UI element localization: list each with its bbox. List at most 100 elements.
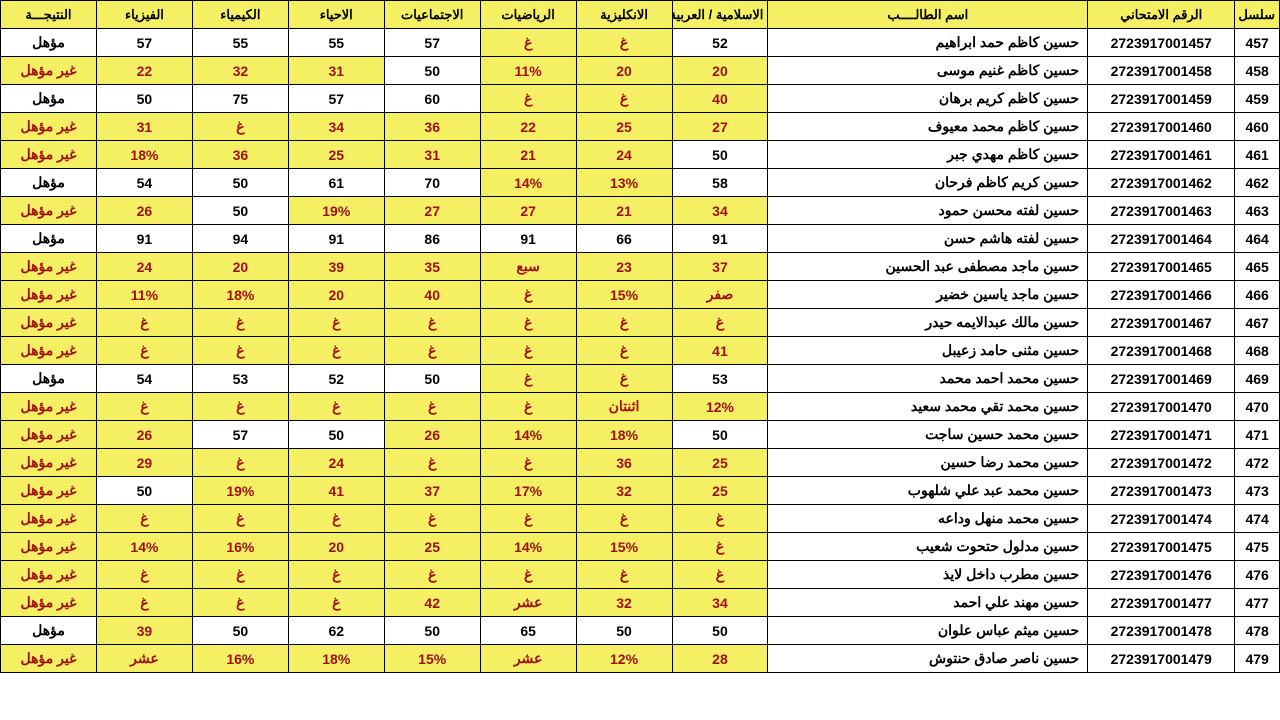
col-header-islamic_arabic: الاسلامية / العربية — [672, 1, 768, 29]
subject-cell: 15% — [576, 533, 672, 561]
subject-cell: غ — [384, 393, 480, 421]
table-row: 4732723917001473حسين محمد عبد علي شلهوب2… — [1, 477, 1280, 505]
name-cell: حسين مهند علي احمد — [768, 589, 1088, 617]
subject-cell: 21 — [480, 141, 576, 169]
exam-no-cell: 2723917001463 — [1088, 197, 1235, 225]
seq-cell: 476 — [1235, 561, 1280, 589]
subject-cell: غ — [96, 561, 192, 589]
subject-cell: غ — [384, 561, 480, 589]
subject-cell: 14% — [480, 169, 576, 197]
col-header-math: الرياضيات — [480, 1, 576, 29]
table-row: 4652723917001465حسين ماجد مصطفى عبد الحس… — [1, 253, 1280, 281]
col-header-result: النتيجـــة — [1, 1, 97, 29]
subject-cell: 35 — [384, 253, 480, 281]
name-cell: حسين مطرب داخل لايذ — [768, 561, 1088, 589]
name-cell: حسين كاظم محمد معيوف — [768, 113, 1088, 141]
result-cell: غير مؤهل — [1, 589, 97, 617]
subject-cell: 50 — [96, 477, 192, 505]
subject-cell: غ — [672, 533, 768, 561]
seq-cell: 464 — [1235, 225, 1280, 253]
seq-cell: 478 — [1235, 617, 1280, 645]
subject-cell: غ — [480, 281, 576, 309]
subject-cell: غ — [192, 505, 288, 533]
subject-cell: 41 — [288, 477, 384, 505]
result-cell: مؤهل — [1, 617, 97, 645]
subject-cell: 50 — [96, 85, 192, 113]
subject-cell: 41 — [672, 337, 768, 365]
subject-cell: 50 — [672, 617, 768, 645]
subject-cell: 31 — [96, 113, 192, 141]
table-row: 4662723917001466حسين ماجد ياسين خضيرصفر1… — [1, 281, 1280, 309]
subject-cell: 39 — [96, 617, 192, 645]
subject-cell: غ — [672, 309, 768, 337]
seq-cell: 477 — [1235, 589, 1280, 617]
subject-cell: غ — [576, 337, 672, 365]
subject-cell: 34 — [672, 589, 768, 617]
subject-cell: غ — [192, 589, 288, 617]
subject-cell: 52 — [672, 29, 768, 57]
subject-cell: 50 — [384, 365, 480, 393]
subject-cell: 28 — [672, 645, 768, 673]
subject-cell: 27 — [672, 113, 768, 141]
subject-cell: 53 — [192, 365, 288, 393]
col-header-exam_no: الرقم الامتحاني — [1088, 1, 1235, 29]
subject-cell: غ — [480, 85, 576, 113]
subject-cell: 24 — [96, 253, 192, 281]
subject-cell: غ — [96, 393, 192, 421]
subject-cell: 24 — [576, 141, 672, 169]
name-cell: حسين مالك عبدالايمه حيدر — [768, 309, 1088, 337]
subject-cell: 14% — [480, 421, 576, 449]
name-cell: حسين كاظم حمد ابراهيم — [768, 29, 1088, 57]
subject-cell: غ — [192, 113, 288, 141]
table-row: 4682723917001468حسين مثنى حامد زعيبل41غغ… — [1, 337, 1280, 365]
subject-cell: 19% — [192, 477, 288, 505]
result-cell: غير مؤهل — [1, 337, 97, 365]
subject-cell: 36 — [192, 141, 288, 169]
table-row: 4792723917001479حسين ناصر صادق حنتوش2812… — [1, 645, 1280, 673]
exam-no-cell: 2723917001459 — [1088, 85, 1235, 113]
subject-cell: 18% — [192, 281, 288, 309]
subject-cell: 19% — [288, 197, 384, 225]
subject-cell: 22 — [96, 57, 192, 85]
seq-cell: 460 — [1235, 113, 1280, 141]
subject-cell: 91 — [96, 225, 192, 253]
result-cell: غير مؤهل — [1, 477, 97, 505]
seq-cell: 462 — [1235, 169, 1280, 197]
subject-cell: 26 — [384, 421, 480, 449]
exam-no-cell: 2723917001460 — [1088, 113, 1235, 141]
result-cell: مؤهل — [1, 225, 97, 253]
table-row: 4592723917001459حسين كاظم كريم برهان40غغ… — [1, 85, 1280, 113]
result-cell: غير مؤهل — [1, 505, 97, 533]
subject-cell: 16% — [192, 533, 288, 561]
name-cell: حسين محمد تقي محمد سعيد — [768, 393, 1088, 421]
subject-cell: 13% — [576, 169, 672, 197]
exam-no-cell: 2723917001470 — [1088, 393, 1235, 421]
subject-cell: غ — [384, 337, 480, 365]
subject-cell: غ — [192, 393, 288, 421]
subject-cell: 39 — [288, 253, 384, 281]
subject-cell: غ — [480, 449, 576, 477]
subject-cell: سبع — [480, 253, 576, 281]
subject-cell: 91 — [672, 225, 768, 253]
result-cell: غير مؤهل — [1, 57, 97, 85]
subject-cell: غ — [480, 309, 576, 337]
subject-cell: غ — [576, 561, 672, 589]
seq-cell: 470 — [1235, 393, 1280, 421]
table-row: 4772723917001477حسين مهند علي احمد3432عش… — [1, 589, 1280, 617]
subject-cell: 32 — [576, 589, 672, 617]
exam-no-cell: 2723917001469 — [1088, 365, 1235, 393]
table-row: 4712723917001471حسين محمد حسين ساجت5018%… — [1, 421, 1280, 449]
subject-cell: 18% — [576, 421, 672, 449]
subject-cell: 57 — [384, 29, 480, 57]
subject-cell: 42 — [384, 589, 480, 617]
subject-cell: غ — [480, 337, 576, 365]
subject-cell: غ — [384, 505, 480, 533]
subject-cell: غ — [384, 309, 480, 337]
seq-cell: 469 — [1235, 365, 1280, 393]
subject-cell: 37 — [672, 253, 768, 281]
seq-cell: 459 — [1235, 85, 1280, 113]
name-cell: حسين ماجد مصطفى عبد الحسين — [768, 253, 1088, 281]
table-row: 4722723917001472حسين محمد رضا حسين2536غغ… — [1, 449, 1280, 477]
subject-cell: 25 — [672, 449, 768, 477]
subject-cell: 27 — [480, 197, 576, 225]
